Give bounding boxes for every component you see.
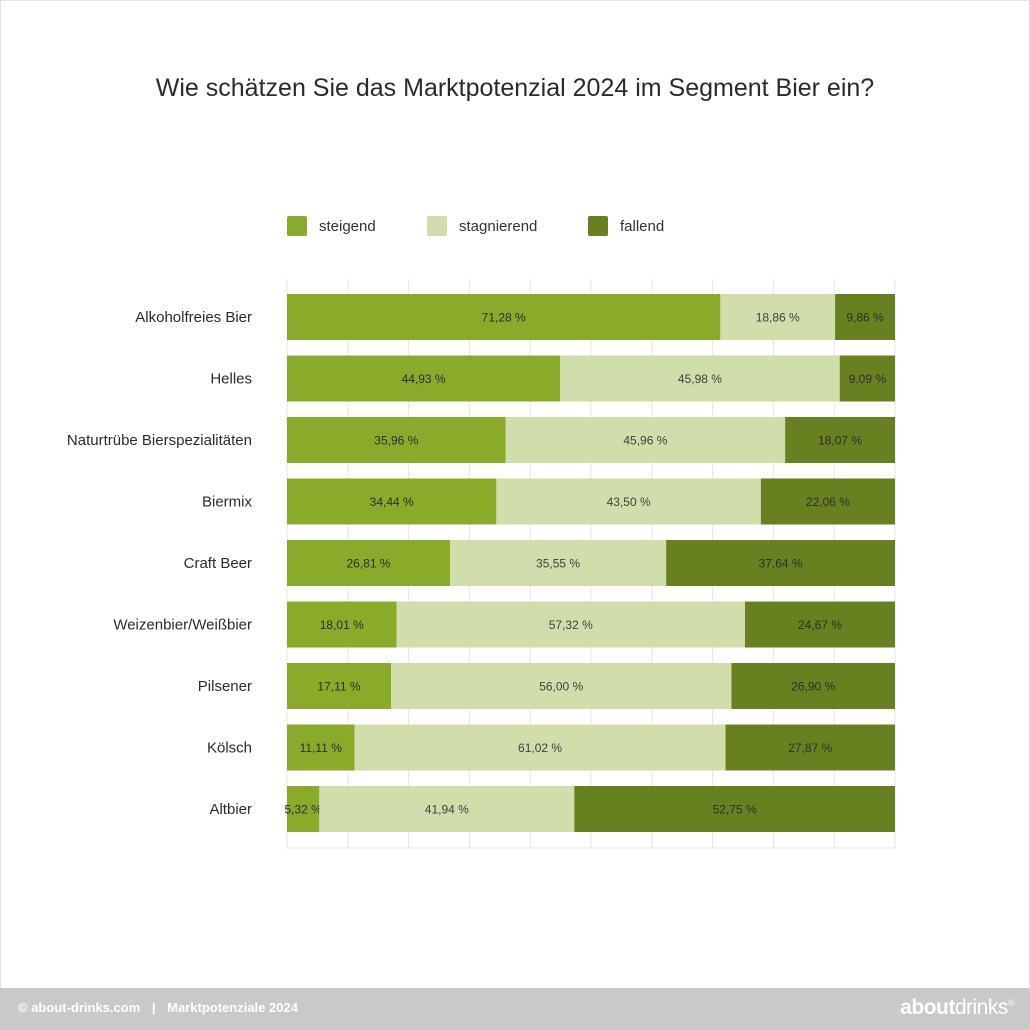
data-label-fallend: 24,67 % <box>798 618 842 632</box>
footer-bar: © about-drinks.com | Marktpotenziale 202… <box>0 988 1030 1030</box>
data-label-stagnierend: 18,86 % <box>756 311 800 325</box>
bar-segment-fallend <box>731 663 895 709</box>
data-label-stagnierend: 43,50 % <box>607 495 651 509</box>
bar-segment-fallend <box>725 724 895 771</box>
legend-item-fallend: fallend <box>588 216 664 236</box>
bar-segment-steigend <box>287 786 320 832</box>
data-label-fallend: 9,86 % <box>846 311 884 325</box>
bar-segment-fallend <box>839 355 895 402</box>
logo-light: drinks <box>954 996 1009 1019</box>
category-label: Helles <box>210 371 252 388</box>
data-label-steigend: 44,93 % <box>402 372 446 386</box>
footer-subtitle: Marktpotenziale 2024 <box>167 1000 298 1015</box>
bar-segment-stagnierend <box>496 478 761 525</box>
legend: steigend stagnierend fallend <box>0 216 1030 240</box>
stacked-bar-chart: Alkoholfreies Bier 71,28 % 18,86 % 9,86 % He… <box>67 279 896 849</box>
bar-segment-fallend <box>745 601 895 648</box>
data-label-stagnierend: 41,94 % <box>425 803 469 817</box>
bar-segment-fallend <box>574 786 895 832</box>
footer-source: © about-drinks.com <box>18 1000 141 1015</box>
data-label-steigend: 35,96 % <box>374 434 418 448</box>
bar-segment-stagnierend <box>396 601 746 648</box>
data-label-steigend: 34,44 % <box>370 495 414 509</box>
data-label-steigend: 71,28 % <box>482 311 526 325</box>
about-drinks-logo: aboutdrinks® <box>900 996 1014 1020</box>
bar-segment-stagnierend <box>354 724 726 771</box>
data-label-steigend: 11,11 % <box>300 741 343 755</box>
data-label-fallend: 26,90 % <box>791 680 835 694</box>
category-label: Altbier <box>209 801 252 818</box>
data-label-fallend: 52,75 % <box>713 803 757 817</box>
bar-segment-steigend <box>287 294 721 340</box>
data-label-stagnierend: 57,32 % <box>549 618 593 632</box>
chart-title: Wie schätzen Sie das Marktpotenzial 2024… <box>155 74 875 102</box>
category-label: Pilsener <box>198 678 252 695</box>
legend-swatch-steigend <box>287 216 307 236</box>
bar-segment-steigend <box>287 601 397 648</box>
category-label: Biermix <box>202 494 253 511</box>
data-label-steigend: 26,81 % <box>346 557 390 571</box>
data-label-steigend: 17,11 % <box>317 680 360 694</box>
data-label-stagnierend: 35,55 % <box>536 557 580 571</box>
bar-segment-stagnierend <box>505 417 786 463</box>
bar-segment-stagnierend <box>450 540 667 586</box>
bar-segment-fallend <box>760 478 895 525</box>
bar-segment-fallend <box>666 540 895 586</box>
legend-label-fallend: fallend <box>620 217 665 235</box>
data-label-fallend: 27,87 % <box>788 741 832 755</box>
footer-caption: © about-drinks.com | Marktpotenziale 202… <box>18 1000 298 1015</box>
data-label-stagnierend: 61,02 % <box>518 741 562 755</box>
bar-segment-stagnierend <box>560 355 840 402</box>
bar-segment-fallend <box>835 294 895 340</box>
legend-swatch-fallend <box>588 216 608 236</box>
legend-swatch-stagnierend <box>427 216 447 236</box>
data-label-fallend: 37,64 % <box>759 557 803 571</box>
category-label: Kölsch <box>207 740 252 757</box>
footer-separator: | <box>151 1000 156 1015</box>
bar-segment-steigend <box>287 478 497 525</box>
bar-segment-fallend <box>785 417 895 463</box>
legend-item-stagnierend: stagnierend <box>427 216 537 236</box>
data-label-stagnierend: 45,98 % <box>678 372 722 386</box>
data-label-steigend: 18,01 % <box>320 618 364 632</box>
data-label-fallend: 9,09 % <box>849 372 887 386</box>
bar-segment-steigend <box>287 663 392 709</box>
category-label: Craft Beer <box>184 555 252 572</box>
bar-segment-steigend <box>287 540 451 586</box>
data-label-stagnierend: 56,00 % <box>539 680 583 694</box>
data-label-fallend: 18,07 % <box>818 434 862 448</box>
data-label-steigend: 5,32 % <box>284 803 322 817</box>
legend-label-stagnierend: stagnierend <box>459 217 538 235</box>
bar-segment-stagnierend <box>319 786 575 832</box>
data-label-stagnierend: 45,96 % <box>623 434 667 448</box>
bar-segment-steigend <box>287 724 355 771</box>
category-label: Alkoholfreies Bier <box>135 309 252 326</box>
bar-segment-stagnierend <box>391 663 732 709</box>
bar-segment-steigend <box>287 355 561 402</box>
category-label: Weizenbier/Weißbier <box>113 617 252 634</box>
legend-item-steigend: steigend <box>287 216 376 236</box>
bar-segment-stagnierend <box>720 294 836 340</box>
category-label: Naturtrübe Bierspezialitäten <box>67 432 252 449</box>
logo-mark: ® <box>1007 998 1015 1008</box>
bar-segment-steigend <box>287 417 506 463</box>
data-label-fallend: 22,06 % <box>806 495 850 509</box>
legend-label-steigend: steigend <box>319 217 376 235</box>
logo-bold: about <box>900 996 955 1019</box>
